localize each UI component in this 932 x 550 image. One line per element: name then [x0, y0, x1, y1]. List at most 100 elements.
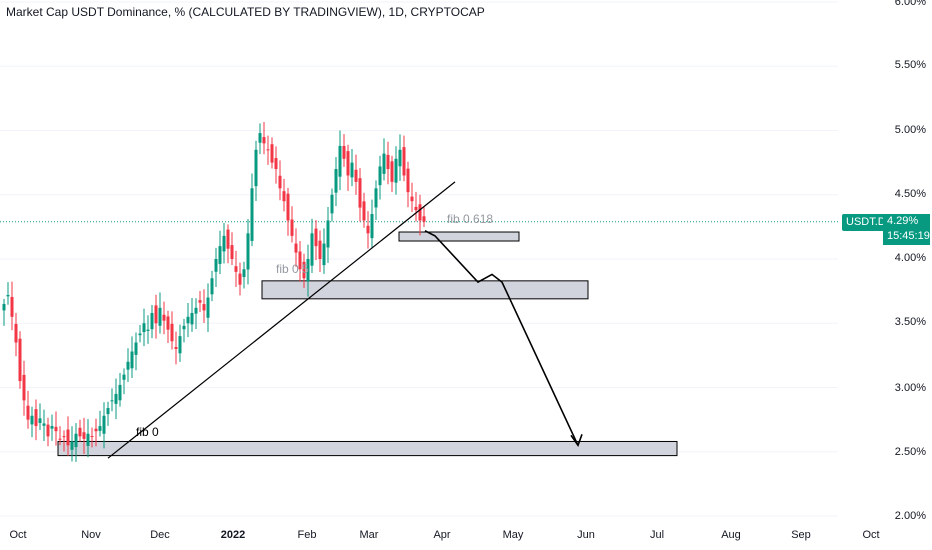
candle-body	[278, 175, 282, 189]
candle-body	[330, 194, 334, 214]
candle-body	[118, 384, 122, 401]
candle-body	[370, 214, 374, 239]
candle-body	[410, 196, 414, 202]
candle-body	[38, 418, 42, 423]
candle-body	[198, 300, 202, 303]
candle-body	[362, 201, 366, 221]
y-tick-label: 2.00%	[894, 510, 926, 522]
candle-body	[70, 441, 74, 450]
y-tick-label: 4.50%	[894, 188, 926, 200]
x-tick-label: Nov	[81, 529, 101, 541]
candle-body	[406, 168, 410, 193]
candle-body	[294, 243, 298, 253]
candle-body	[418, 204, 422, 221]
candle-body	[14, 323, 18, 343]
y-tick-label: 5.50%	[894, 59, 926, 71]
candle-body	[194, 307, 198, 314]
candle-body	[62, 436, 66, 438]
candle-body	[130, 351, 134, 369]
candle-body	[86, 433, 90, 446]
candle-body	[18, 338, 22, 382]
x-tick-label: Jul	[649, 529, 665, 541]
candle-body	[402, 147, 406, 176]
candle-body	[94, 428, 98, 432]
candle-body	[242, 269, 246, 278]
candle-body	[98, 426, 102, 431]
candle-body	[66, 429, 70, 446]
candle-body	[318, 240, 322, 259]
candle-body	[206, 297, 210, 318]
candle-body	[226, 229, 230, 249]
candle-body	[82, 432, 86, 439]
candle-body	[354, 169, 358, 182]
candle-body	[390, 161, 394, 182]
candle-body	[398, 149, 402, 167]
candle-body	[126, 361, 130, 370]
x-tick-label: Feb	[297, 529, 317, 541]
last-price-badge: 4.29% 15:45:19	[883, 214, 930, 245]
y-tick-label: 4.00%	[894, 252, 926, 264]
candle-body	[342, 146, 346, 159]
candlestick-series	[2, 122, 426, 462]
support-zones	[0, 1, 838, 517]
candle-body	[290, 219, 294, 236]
candle-body	[54, 426, 58, 432]
candle-body	[234, 266, 238, 272]
candle-body	[314, 228, 318, 247]
x-tick-label: Dec	[150, 529, 170, 541]
projection-arrowhead	[570, 434, 583, 448]
candle-body	[266, 149, 270, 151]
candle-body	[146, 329, 150, 331]
candle-body	[326, 220, 330, 248]
candle-body	[46, 424, 50, 437]
x-tick-label: Oct	[862, 529, 880, 541]
candle-body	[154, 305, 158, 324]
fib-0-label: fib 0	[136, 425, 159, 439]
candle-body	[50, 426, 54, 429]
candle-body	[6, 294, 10, 297]
candle-body	[238, 273, 242, 285]
candle-body	[254, 149, 258, 187]
candle-body	[142, 323, 146, 333]
candle-body	[10, 296, 14, 317]
projection-arrow-path	[424, 230, 579, 446]
candle-body	[230, 245, 234, 259]
candle-body	[178, 336, 182, 354]
candle-body	[298, 251, 302, 270]
x-tick-label: Sep	[791, 529, 811, 541]
support-zone	[261, 280, 589, 300]
candle-body	[218, 246, 222, 264]
candle-body	[378, 166, 382, 186]
candle-body	[110, 400, 114, 402]
y-tick-label: 6.00%	[894, 0, 926, 8]
fib-05-label: fib 0.5	[276, 262, 309, 276]
candle-body	[106, 408, 110, 415]
y-tick-label: 3.50%	[894, 316, 926, 328]
candle-body	[310, 233, 314, 266]
candle-body	[346, 151, 350, 176]
candle-body	[322, 243, 326, 266]
candle-body	[34, 409, 38, 427]
candle-body	[190, 312, 194, 325]
x-tick-label: Jun	[577, 529, 595, 541]
candle-body	[386, 154, 390, 170]
candle-body	[358, 178, 362, 208]
last-price: 4.29%	[887, 215, 919, 227]
candle-body	[30, 415, 34, 425]
candle-body	[350, 162, 354, 178]
candle-body	[74, 433, 78, 448]
candle-body	[214, 259, 218, 272]
candle-body	[382, 153, 386, 174]
x-tick-label: Apr	[433, 529, 451, 541]
x-tick-label: Oct	[9, 529, 27, 541]
candle-body	[246, 233, 250, 270]
candle-body	[150, 312, 154, 330]
candle-body	[90, 436, 94, 438]
chart-title: Market Cap USDT Dominance, % (CALCULATED…	[6, 5, 485, 19]
candle-body	[2, 303, 6, 311]
ascending-trendline	[107, 181, 456, 459]
candle-body	[102, 415, 106, 434]
candle-body	[42, 423, 46, 426]
